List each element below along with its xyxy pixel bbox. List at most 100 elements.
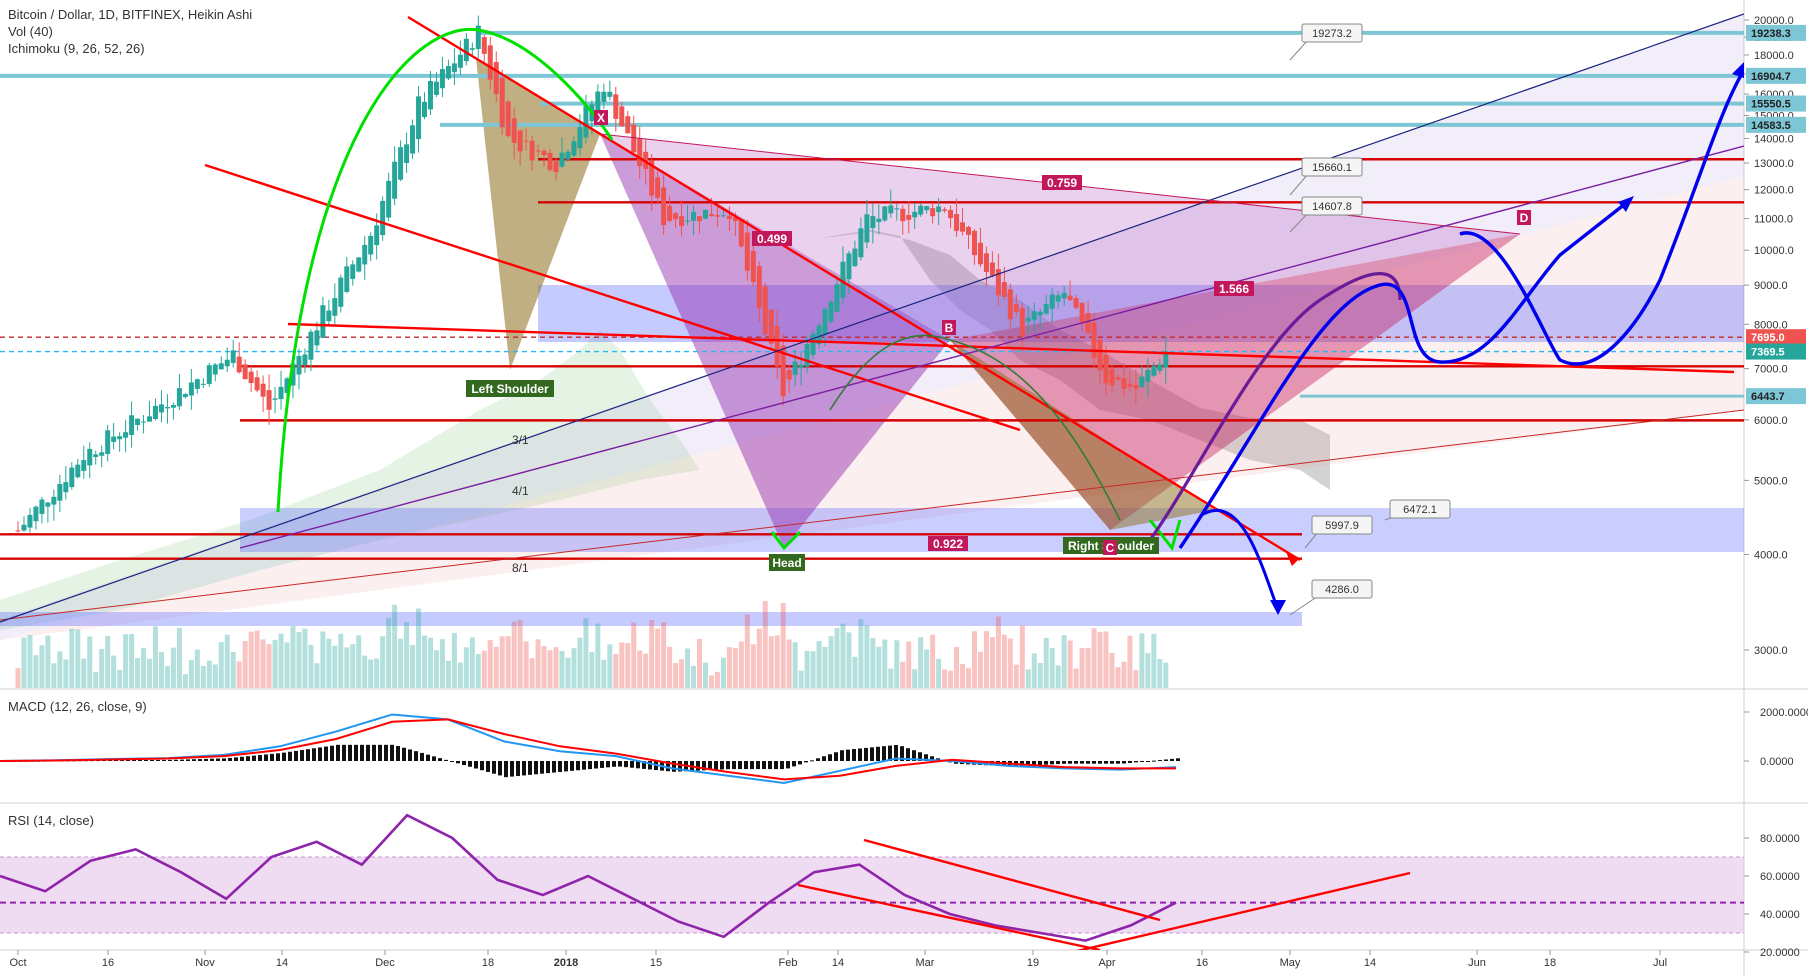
candle-body <box>523 140 529 142</box>
label-fib-0759: 0.759 <box>1047 176 1077 190</box>
volume-bar <box>1133 670 1139 688</box>
volume-bar <box>451 632 457 688</box>
macd-histogram-bar <box>600 761 604 768</box>
head-v-green <box>770 530 802 551</box>
volume-bar <box>649 620 655 688</box>
macd-histogram-bar <box>822 756 826 761</box>
macd-histogram-bar <box>240 756 244 761</box>
macd-histogram-bar <box>1080 761 1084 764</box>
callout-box <box>1389 499 1451 519</box>
candle-body <box>625 116 631 134</box>
candle-body <box>971 230 977 256</box>
candle-body <box>906 214 912 220</box>
macd-histogram-bar <box>1164 759 1168 761</box>
candle-body <box>607 91 613 97</box>
volume-bar <box>852 656 858 688</box>
macd-histogram-bar <box>666 761 670 772</box>
volume-bar <box>326 638 332 688</box>
price-tag-label: 16904.7 <box>1751 71 1791 83</box>
x-tick-label: 18 <box>482 957 494 969</box>
x-tick-label: Feb <box>779 957 798 969</box>
volume-bar <box>129 634 135 688</box>
volume-bar <box>834 628 840 688</box>
macd-histogram-bar <box>1086 761 1090 764</box>
macd-histogram-bar <box>228 757 232 761</box>
volume-bar <box>141 648 147 688</box>
macd-histogram-bar <box>672 761 676 772</box>
y-tick-label: 3000.0 <box>1754 645 1788 657</box>
time-axis[interactable]: Oct 16 Nov 14 Dec 18 2018 15 Feb 14 Mar 19 Apr 16 May 1… <box>9 950 1667 969</box>
volume-bar <box>123 634 129 688</box>
candle-body <box>786 370 792 380</box>
candle-body <box>720 215 726 217</box>
macd-histogram-bar <box>924 754 928 761</box>
volume-bar <box>930 634 936 688</box>
volume-bar <box>966 668 972 688</box>
macd-histogram-bar <box>312 748 316 761</box>
forecast-path-blue-2 <box>1199 508 1280 611</box>
candle-body <box>637 138 643 167</box>
candle-body <box>858 228 864 258</box>
volume-bar <box>673 663 679 688</box>
macd-histogram-bar <box>738 761 742 770</box>
volume-bar <box>732 647 738 688</box>
rsi-tick-label: 20.0000 <box>1760 947 1800 959</box>
candle-body <box>81 460 87 471</box>
volume-bar <box>858 619 864 688</box>
volume-bar <box>613 654 619 688</box>
macd-histogram-bar <box>900 746 904 761</box>
macd-histogram-bar <box>588 761 592 770</box>
rsi-panel[interactable]: RSI (14, close) 80.0000 60.0000 40.0000 20.… <box>0 813 1800 959</box>
price-callouts: 19273.2 15660.1 14607.8 6472.1 5997.9 4286.0 <box>1289 23 1451 616</box>
volume-bar <box>1103 631 1109 688</box>
volume-bar <box>780 602 786 688</box>
macd-panel[interactable]: MACD (12, 26, close, 9) 2000.0000 0.0000 <box>0 699 1808 785</box>
volume-bar <box>493 646 499 688</box>
trend-line-red-1 <box>407 15 1301 562</box>
label-head: Head <box>772 556 801 570</box>
callout-label: 14607.8 <box>1312 201 1352 213</box>
candle-body <box>780 345 786 397</box>
volume-bar <box>158 651 164 688</box>
candle-body <box>314 330 320 346</box>
macd-histogram-bar <box>930 756 934 761</box>
macd-histogram-bar <box>516 761 520 777</box>
volume-bar <box>714 671 720 688</box>
macd-histogram-bar <box>330 745 334 761</box>
volume-bar <box>433 650 439 688</box>
volume-bar <box>661 622 667 688</box>
candle-body <box>475 25 481 49</box>
macd-histogram-bar <box>1062 761 1066 764</box>
forecast-path-blue-1 <box>1178 198 1632 549</box>
macd-histogram-bar <box>1050 761 1054 765</box>
volume-bar <box>846 632 852 688</box>
volume-bar <box>1109 652 1115 688</box>
candle-body <box>583 105 589 138</box>
callout-label: 15660.1 <box>1312 162 1352 174</box>
rsi-legend: RSI (14, close) <box>8 813 94 828</box>
candle-body <box>21 524 27 531</box>
volume-bar <box>708 675 714 688</box>
volume-bar <box>15 668 21 688</box>
volume-bar <box>302 628 308 688</box>
macd-histogram-bar <box>186 759 190 761</box>
volume-bar <box>738 641 744 688</box>
macd-histogram-bar <box>828 754 832 761</box>
volume-bar <box>774 635 780 688</box>
volume-bar <box>254 630 260 688</box>
candle-body <box>93 454 99 458</box>
callout-leader <box>1289 595 1319 616</box>
volume-bar <box>99 649 105 688</box>
candle-body <box>1013 304 1019 312</box>
price-tag-label: 6443.7 <box>1751 391 1785 403</box>
candle-body <box>302 354 308 366</box>
macd-histogram-bar <box>336 744 340 761</box>
macd-histogram-bar <box>624 761 628 768</box>
x-tick-label: 19 <box>1027 957 1039 969</box>
chart-title: Bitcoin / Dollar, 1D, BITFINEX, Heikin A… <box>8 7 252 22</box>
macd-histogram-bar <box>408 749 412 761</box>
macd-signal-line <box>0 718 1176 781</box>
macd-histogram-bar <box>180 759 184 761</box>
macd-histogram-bar <box>168 759 172 761</box>
candle-body <box>284 378 290 393</box>
